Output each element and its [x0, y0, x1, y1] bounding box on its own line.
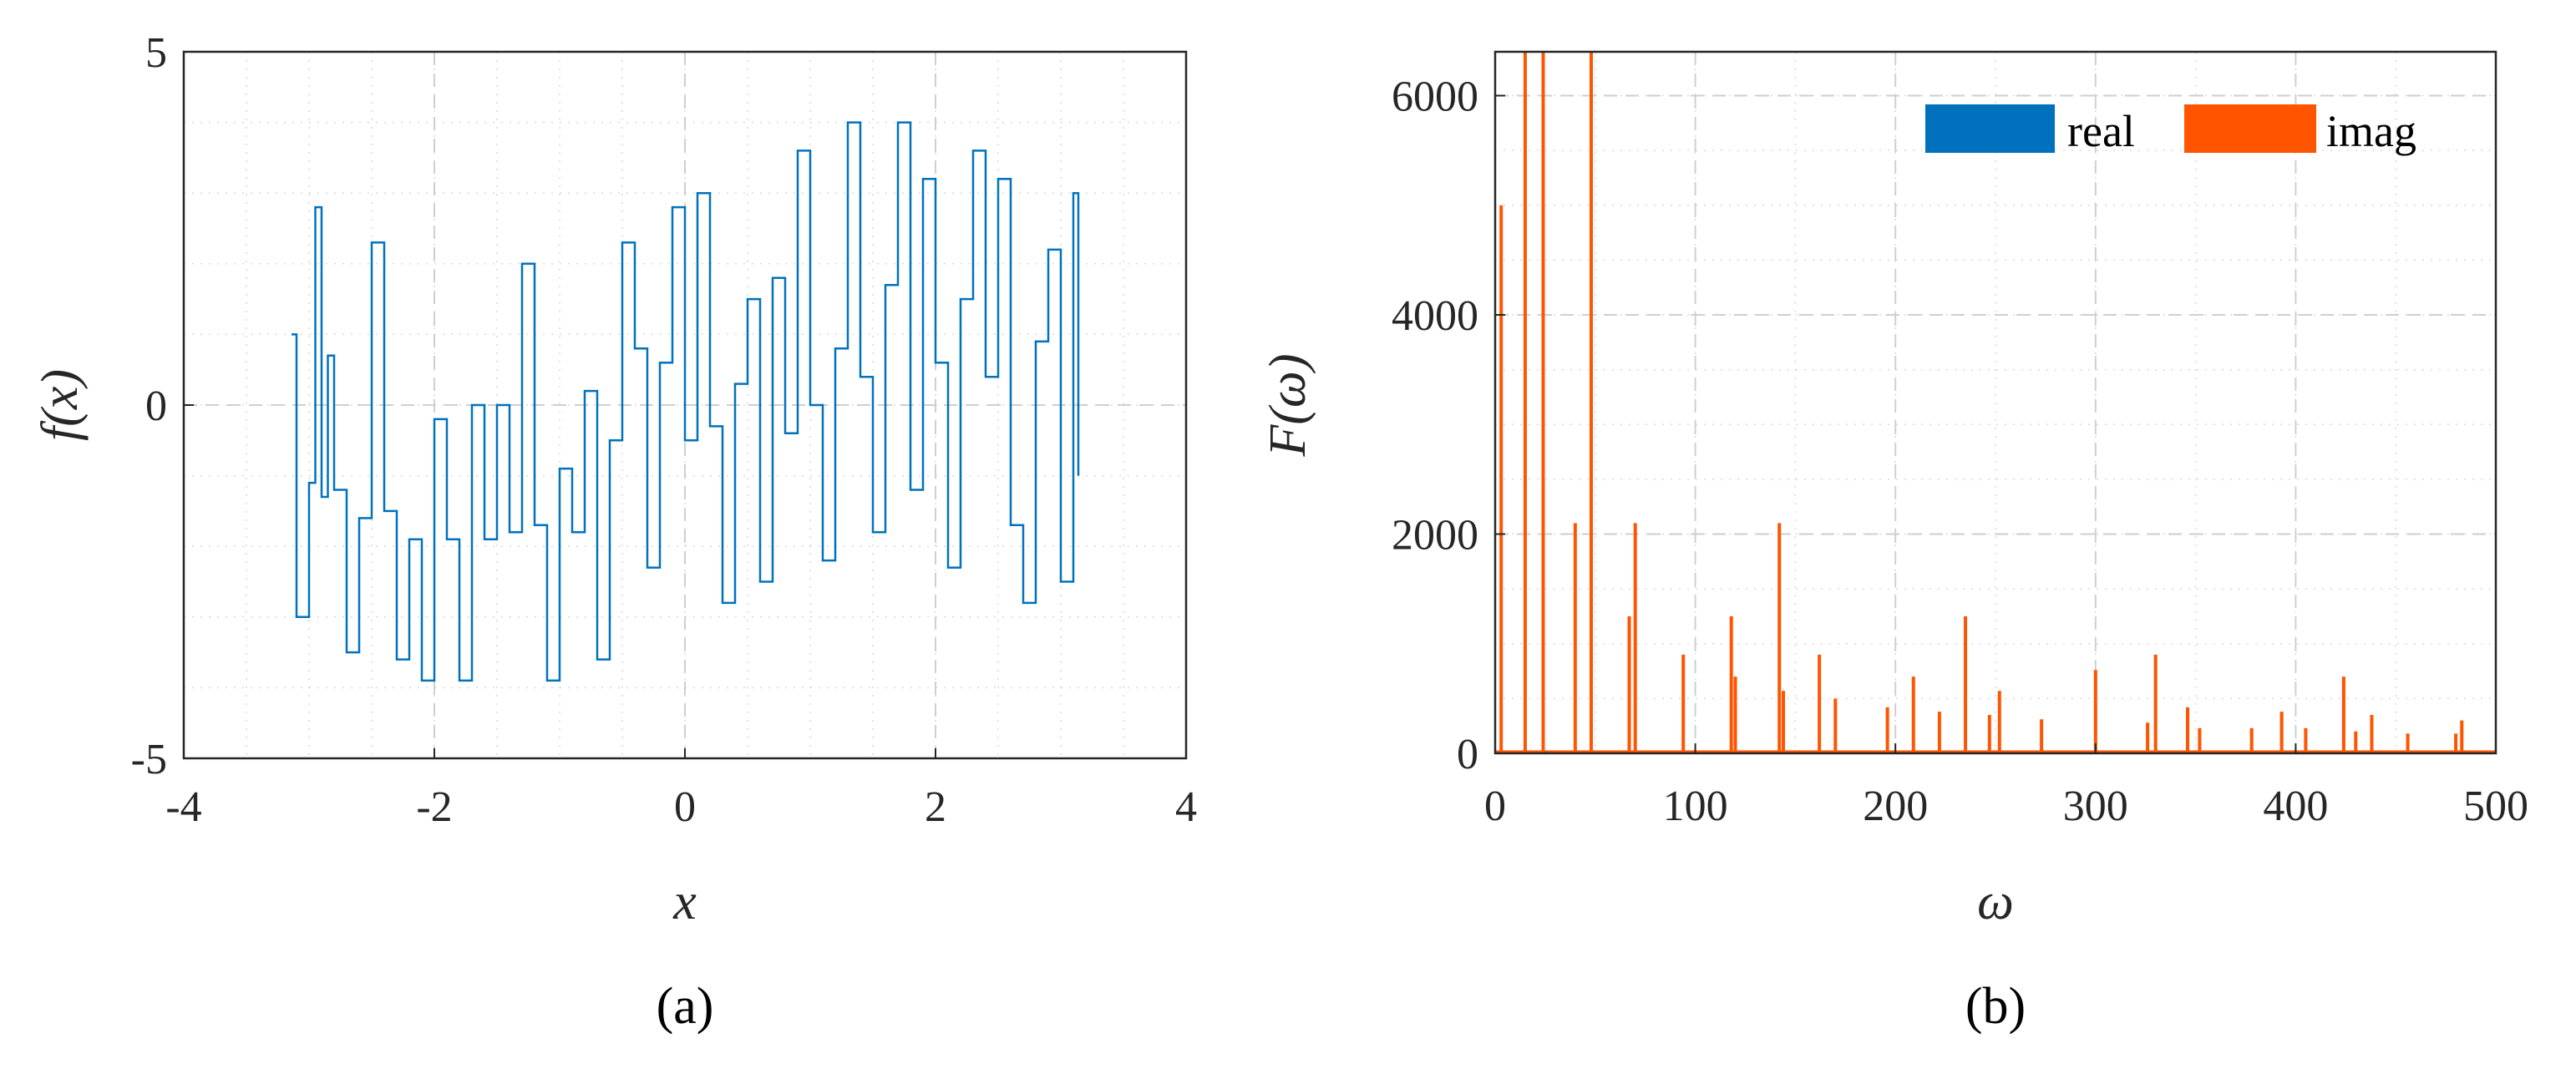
x-tick-label: 100 — [1663, 783, 1728, 830]
bar-imag — [1573, 523, 1577, 753]
bar-imag — [2198, 727, 2202, 753]
y-tick-label: -5 — [131, 736, 167, 783]
y-tick-label: 4000 — [1392, 292, 1478, 340]
panel-b-axes-box — [1493, 50, 2497, 755]
bar-imag — [1885, 707, 1889, 753]
panel-b-label: (b) — [1965, 978, 2026, 1035]
panel-a-label: (a) — [657, 978, 714, 1035]
legend-swatch-imag — [2184, 104, 2316, 153]
bar-imag — [1681, 654, 1686, 753]
x-tick-label: 2 — [925, 783, 946, 831]
panel-b-grid — [1494, 52, 2497, 754]
y-tick-label: 5 — [145, 29, 167, 77]
panel-b-x-ticks: 0 100 200 300 400 500 — [1484, 743, 2528, 830]
bar-imag — [1818, 654, 1822, 753]
bar-imag — [2354, 731, 2358, 753]
panel-a-signal-line — [292, 121, 1080, 682]
bar-imag — [1633, 523, 1637, 753]
panel-b-chart: 0 100 200 300 400 500 0 2000 4000 6000 real imag… — [1260, 50, 2528, 1035]
bar-imag — [2304, 727, 2308, 753]
x-tick-label: 300 — [2063, 783, 2128, 830]
panel-b-xlabel: ω — [1977, 874, 2014, 930]
x-tick-label: 500 — [2463, 783, 2528, 830]
panel-b-bars — [1495, 52, 2496, 754]
bar-imag — [1782, 691, 1786, 753]
bar-imag — [2186, 707, 2190, 753]
legend-label-imag: imag — [2326, 106, 2416, 156]
panel-a-x-ticks: -4 -2 0 2 4 — [165, 748, 1197, 831]
panel-a-ylabel: f(x) — [32, 369, 89, 441]
bar-imag — [1987, 715, 1991, 753]
bar-imag — [1627, 616, 1631, 753]
bar-imag — [1499, 205, 1504, 753]
x-tick-label: -2 — [416, 783, 452, 831]
bar-imag — [1523, 52, 1527, 753]
bar-imag — [1911, 676, 1915, 753]
bar-imag — [2279, 712, 2284, 753]
panel-b-legend: real imag — [1925, 104, 2416, 156]
bar-imag — [2341, 676, 2345, 753]
bar-imag — [2249, 727, 2254, 753]
bar-imag — [2460, 720, 2464, 753]
bar-imag — [2146, 722, 2150, 753]
bar-imag — [1777, 523, 1782, 753]
bar-imag — [2040, 719, 2044, 753]
bar-imag — [1997, 691, 2001, 753]
legend-label-real: real — [2067, 106, 2135, 156]
bar-imag — [1937, 712, 1941, 753]
legend-swatch-real — [1925, 104, 2055, 153]
x-tick-label: 200 — [1863, 783, 1928, 830]
x-tick-label: 400 — [2263, 783, 2328, 830]
x-tick-label: 0 — [1484, 783, 1506, 830]
bar-imag — [1541, 52, 1545, 753]
bar-imag — [1729, 616, 1733, 753]
y-tick-label: 6000 — [1392, 73, 1478, 121]
bar-imag — [2370, 715, 2374, 753]
x-tick-label: -4 — [165, 783, 201, 831]
bar-imag — [2454, 733, 2458, 753]
panel-b-y-ticks: 0 2000 4000 6000 — [1392, 73, 1505, 778]
y-tick-label: 0 — [1457, 731, 1478, 778]
panel-a-y-ticks: -5 0 5 — [131, 29, 194, 783]
panel-a-chart: -4 -2 0 2 4 -5 0 5 x f(x) (a) — [32, 29, 1197, 1035]
panel-a-xlabel: x — [672, 874, 697, 930]
bar-imag — [2153, 654, 2158, 753]
bar-imag — [2406, 733, 2410, 753]
bar-imag — [1833, 698, 1838, 753]
y-tick-label: 0 — [145, 383, 167, 430]
bar-imag — [1964, 616, 1968, 753]
bar-imag — [2093, 670, 2097, 753]
y-tick-label: 2000 — [1392, 512, 1478, 560]
x-tick-label: 0 — [674, 783, 696, 831]
x-tick-label: 4 — [1175, 783, 1197, 831]
bar-imag — [1733, 676, 1737, 753]
bar-imag — [1590, 52, 1594, 753]
panel-b-ylabel: F(ω) — [1260, 354, 1316, 458]
